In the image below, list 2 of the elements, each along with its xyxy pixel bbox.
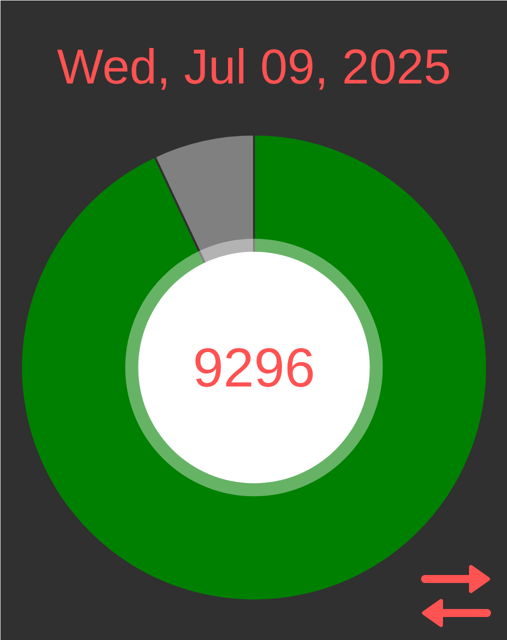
text: 9296	[192, 336, 316, 398]
chart-title: Wed, Jul 09, 2025	[56, 40, 452, 94]
